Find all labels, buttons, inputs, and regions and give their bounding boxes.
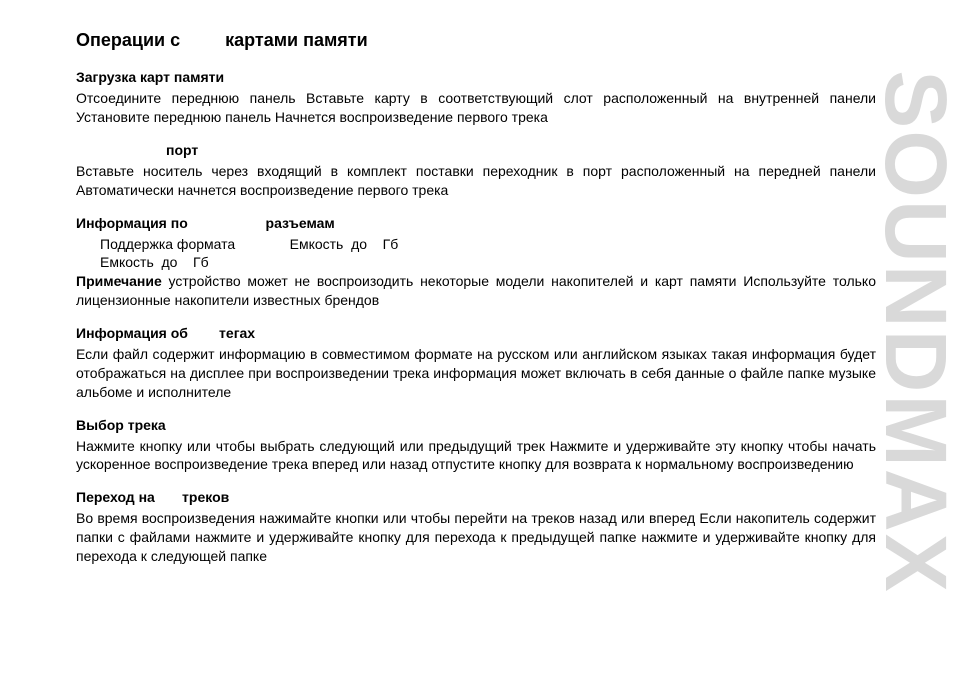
section-title-loading: Загрузка карт памяти <box>76 68 876 87</box>
section-title-tags: Информация об тегах <box>76 324 876 343</box>
connectors-line2: Емкость до Гб <box>100 253 876 272</box>
section-body-skip-tracks: Во время воспроизведения нажимайте кнопк… <box>76 509 876 566</box>
section-body-tags: Если файл содержит информацию в совмести… <box>76 345 876 402</box>
section-title-track-select: Выбор трека <box>76 416 876 435</box>
page-title: Операции с картами памяти <box>76 28 876 52</box>
connectors-line1: Поддержка формата Емкость до Гб <box>100 235 876 254</box>
note-body: устройство может не воспроизодить некото… <box>76 273 876 308</box>
note-label: Примечание <box>76 273 162 289</box>
page: SOUNDMAX Операции с картами памяти Загру… <box>0 0 954 673</box>
section-title-connectors: Информация по разъемам <box>76 214 876 233</box>
brand-text: SOUNDMAX <box>865 70 954 594</box>
section-title-port: порт <box>166 141 876 160</box>
connectors-note: Примечание устройство может не воспроизо… <box>76 272 876 310</box>
section-body-loading: Отсоедините переднюю панель Вставьте кар… <box>76 89 876 127</box>
content: Операции с картами памяти Загрузка карт … <box>76 28 876 568</box>
section-title-skip-tracks: Переход на треков <box>76 488 876 507</box>
section-body-track-select: Нажмите кнопку или чтобы выбрать следующ… <box>76 437 876 475</box>
brand-strip: SOUNDMAX <box>880 12 950 652</box>
section-body-port: Вставьте носитель через входящий в компл… <box>76 162 876 200</box>
